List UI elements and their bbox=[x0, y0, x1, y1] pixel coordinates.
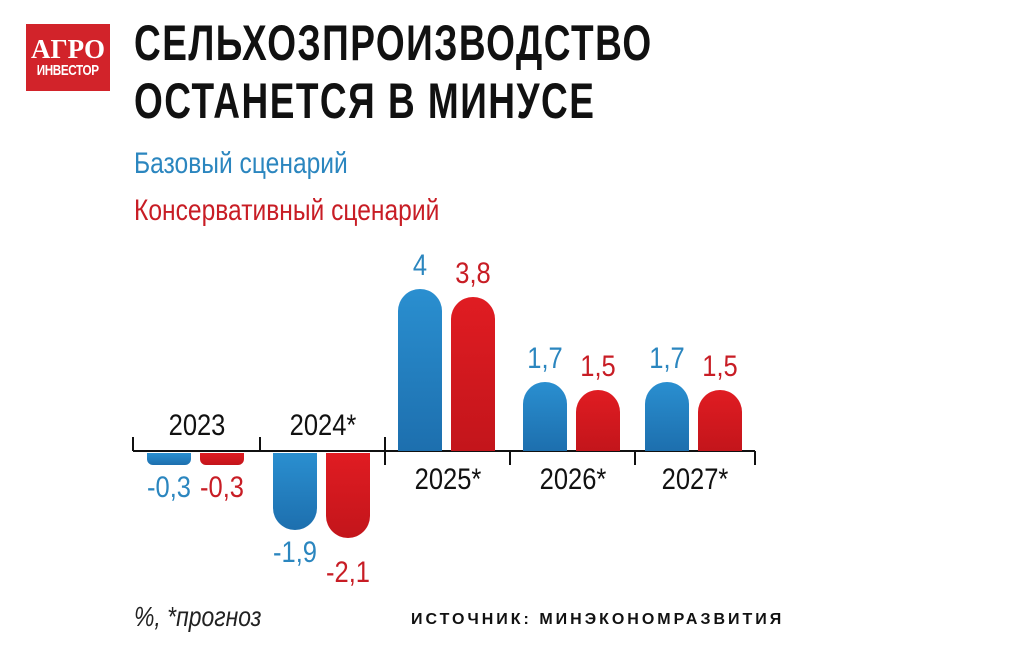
conservative-bar bbox=[450, 297, 495, 451]
value-label: -0,3 bbox=[199, 471, 244, 505]
axis-tick bbox=[384, 437, 386, 465]
legend-conservative-scenario: Консервативный сценарий bbox=[134, 194, 440, 227]
conservative-bar bbox=[575, 390, 620, 451]
axis-tick bbox=[754, 451, 756, 465]
agroinvestor-logo: АГРО ИНВЕСТОР bbox=[26, 24, 110, 91]
base-bar bbox=[645, 382, 689, 451]
axis-tick bbox=[132, 437, 134, 451]
source-note: ИСТОЧНИК: МИНЭКОНОМРАЗВИТИЯ bbox=[411, 611, 785, 628]
value-label: 1,5 bbox=[702, 350, 738, 384]
category-label: 2023 bbox=[168, 409, 225, 442]
value-label: 1,5 bbox=[579, 350, 616, 384]
value-label: 3,8 bbox=[454, 257, 491, 291]
category-label: 2025* bbox=[414, 463, 481, 496]
value-label: 1,7 bbox=[526, 342, 563, 376]
value-label: 4 bbox=[412, 249, 427, 282]
chart-title: СЕЛЬХОЗПРОИЗВОДСТВО ОСТАНЕТСЯ В МИНУСЕ bbox=[134, 14, 653, 130]
base-bar bbox=[522, 382, 567, 451]
x-axis bbox=[133, 450, 755, 452]
base-bar bbox=[272, 453, 317, 530]
category-label: 2027* bbox=[661, 463, 729, 496]
base-bar bbox=[146, 453, 191, 466]
category-label: 2026* bbox=[539, 463, 606, 496]
title-line1: СЕЛЬХОЗПРОИЗВОДСТВО bbox=[134, 15, 653, 71]
conservative-bar bbox=[199, 453, 244, 466]
conservative-bar bbox=[698, 390, 742, 451]
legend-base-scenario: Базовый сценарий bbox=[134, 147, 348, 180]
conservative-bar bbox=[325, 453, 370, 539]
logo-line1: АГРО bbox=[30, 33, 105, 64]
axis-tick bbox=[634, 451, 636, 465]
axis-tick bbox=[259, 437, 261, 451]
value-label: 1,7 bbox=[649, 342, 685, 376]
value-label: -1,9 bbox=[272, 535, 317, 569]
logo-line2: ИНВЕСТОР bbox=[37, 61, 99, 79]
value-label: -2,1 bbox=[325, 556, 370, 590]
value-label: -0,3 bbox=[146, 471, 191, 505]
category-label: 2024* bbox=[289, 409, 356, 442]
title-line2: ОСТАНЕТСЯ В МИНУСЕ bbox=[134, 73, 596, 129]
base-bar bbox=[397, 289, 442, 451]
axis-tick bbox=[509, 451, 511, 465]
unit-note: %, *прогноз bbox=[134, 601, 262, 632]
